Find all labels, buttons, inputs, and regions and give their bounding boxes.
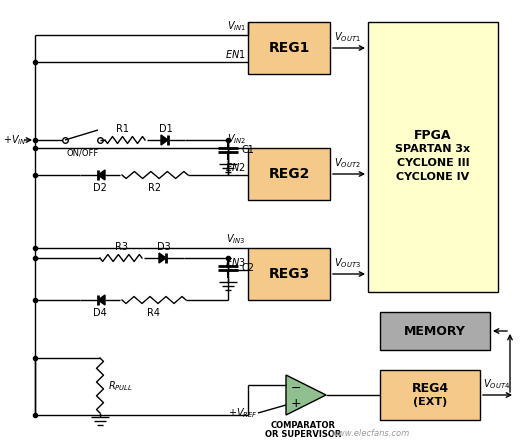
Text: $+V_{IN}$: $+V_{IN}$	[3, 133, 27, 147]
Text: D4: D4	[93, 308, 107, 318]
Text: $+V_{REF}$: $+V_{REF}$	[228, 406, 258, 420]
Text: $+$: $+$	[290, 396, 302, 409]
Text: R4: R4	[147, 308, 161, 318]
Text: $EN1$: $EN1$	[225, 48, 246, 60]
Text: R2: R2	[149, 183, 162, 193]
Text: $R_{PULL}$: $R_{PULL}$	[108, 379, 133, 393]
Text: D3: D3	[157, 242, 171, 252]
Bar	[368, 22, 498, 292]
Text: D1: D1	[159, 124, 173, 134]
Text: ON/OFF: ON/OFF	[66, 148, 99, 157]
Text: D2: D2	[93, 183, 107, 193]
Text: CYCLONE IV: CYCLONE IV	[396, 172, 470, 182]
Bar	[380, 312, 490, 350]
Bar	[248, 248, 330, 300]
Text: $V_{OUT1}$: $V_{OUT1}$	[334, 30, 361, 44]
Text: COMPARATOR: COMPARATOR	[270, 420, 335, 429]
Text: $V_{IN1}$: $V_{IN1}$	[226, 19, 246, 33]
Bar	[248, 148, 330, 200]
Text: MEMORY: MEMORY	[404, 325, 466, 337]
Text: (EXT): (EXT)	[413, 397, 447, 407]
Text: REG3: REG3	[268, 267, 310, 281]
Polygon shape	[98, 170, 105, 180]
Text: $V_{IN3}$: $V_{IN3}$	[226, 232, 246, 246]
Text: REG4: REG4	[412, 381, 449, 395]
Polygon shape	[159, 253, 166, 263]
Text: $V_{OUT3}$: $V_{OUT3}$	[334, 256, 361, 270]
Text: $V_{OUT4}$: $V_{OUT4}$	[483, 377, 510, 391]
Text: C1: C1	[241, 145, 254, 155]
Bar	[380, 370, 480, 420]
Text: C2: C2	[241, 263, 254, 273]
Polygon shape	[286, 375, 326, 415]
Text: FPGA: FPGA	[414, 128, 452, 142]
Bar	[248, 22, 330, 74]
Text: REG2: REG2	[268, 167, 310, 181]
Text: REG1: REG1	[268, 41, 310, 55]
Text: R1: R1	[116, 124, 129, 134]
Polygon shape	[161, 135, 168, 145]
Text: OR SUPERVISOR: OR SUPERVISOR	[265, 429, 341, 439]
Text: R3: R3	[115, 242, 128, 252]
Text: $V_{IN2}$: $V_{IN2}$	[226, 132, 246, 146]
Text: SPARTAN 3x: SPARTAN 3x	[395, 144, 471, 154]
Polygon shape	[98, 295, 105, 305]
Text: $EN2$: $EN2$	[225, 161, 246, 173]
Text: www.elecfans.com: www.elecfans.com	[331, 429, 409, 438]
Text: CYCLONE III: CYCLONE III	[396, 158, 469, 168]
Text: $EN3$: $EN3$	[225, 256, 246, 268]
Text: $V_{OUT2}$: $V_{OUT2}$	[334, 156, 361, 170]
Text: $-$: $-$	[290, 381, 302, 393]
